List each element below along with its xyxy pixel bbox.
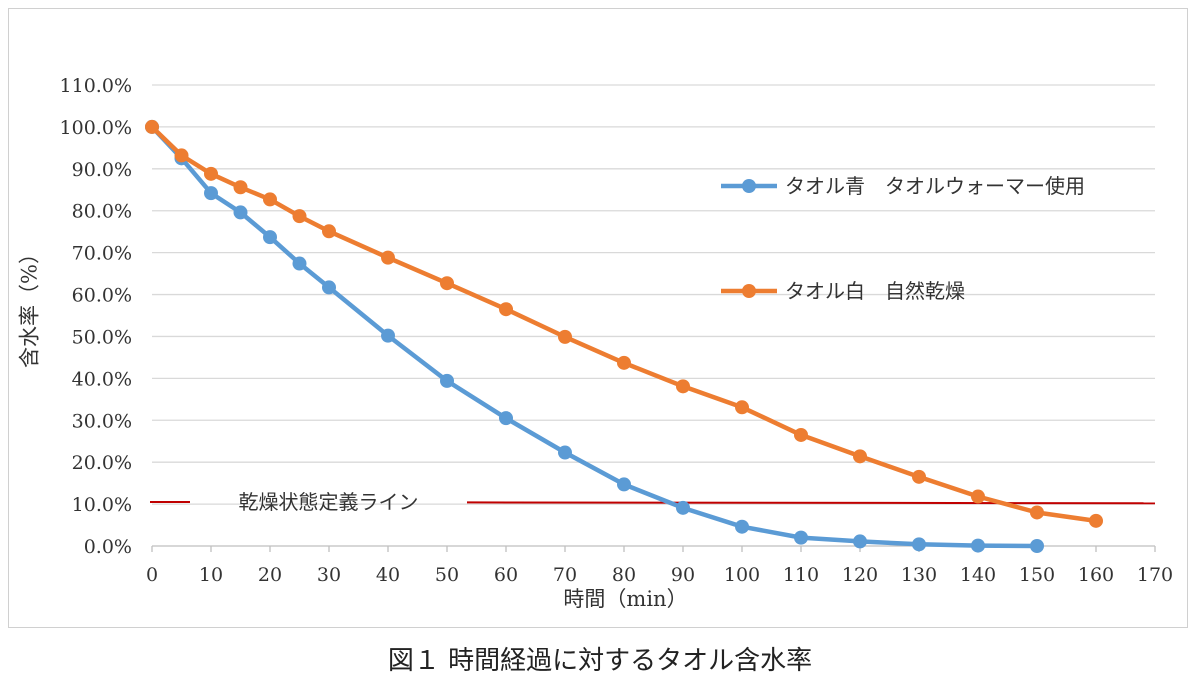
y-tick-label: 110.0% — [60, 75, 132, 97]
data-point — [440, 373, 454, 388]
y-tick-label: 90.0% — [72, 159, 132, 181]
legend-entry-1: タオル青 タオルウォーマー使用 — [721, 174, 1085, 198]
x-tick-label: 120 — [842, 564, 878, 586]
data-point — [204, 166, 218, 181]
data-point — [794, 427, 808, 442]
data-point — [381, 328, 395, 343]
y-tick-label: 60.0% — [72, 285, 132, 307]
y-axis-title: 含水率（%） — [18, 243, 42, 368]
x-tick-label: 20 — [258, 564, 282, 586]
x-tick-label: 50 — [435, 564, 459, 586]
reference-line-right — [466, 501, 1156, 505]
reference-line-label: 乾燥状態定義ライン — [239, 490, 419, 514]
data-point — [440, 276, 454, 291]
data-point — [676, 500, 690, 515]
legend-swatch-marker — [742, 284, 756, 298]
x-tick-label: 110 — [783, 564, 819, 586]
y-tick-label: 40.0% — [72, 368, 132, 390]
data-point — [499, 302, 513, 317]
data-point — [1030, 505, 1044, 520]
data-point — [971, 489, 985, 504]
data-point — [292, 256, 307, 271]
x-tick-label: 170 — [1137, 564, 1173, 586]
legend-label: タオル白 自然乾燥 — [785, 279, 965, 303]
data-point — [617, 477, 631, 492]
data-point — [853, 449, 867, 464]
x-tick-labels: 0 10 20 30 40 50 60 70 80 90 100 110 120 130 140 150 160… — [146, 564, 1173, 586]
x-tick-label: 140 — [960, 564, 996, 586]
y-tick-label: 20.0% — [72, 452, 132, 474]
data-point — [174, 148, 189, 163]
data-point — [1089, 513, 1103, 528]
reference-line-group: 乾燥状態定義ライン — [149, 490, 1156, 514]
y-tick-labels: 0.0% 10.0% 20.0% 30.0% 40.0% 50.0% 60.0% 70.0% 8… — [60, 75, 132, 558]
legend-entry-2: タオル白 自然乾燥 — [721, 279, 965, 303]
series-2 — [145, 119, 1103, 528]
y-tick-label: 50.0% — [72, 326, 132, 348]
legend-swatch-marker — [742, 179, 756, 193]
x-tick-label: 70 — [553, 564, 577, 586]
x-tick-label: 30 — [317, 564, 341, 586]
data-point — [263, 230, 277, 245]
data-point — [1030, 539, 1044, 553]
grid-layer — [152, 84, 1155, 505]
chart-frame: 0.0% 10.0% 20.0% 30.0% 40.0% 50.0% 60.0% 70.0% 8… — [8, 8, 1188, 628]
data-point — [853, 534, 867, 549]
x-tick-label: 90 — [671, 564, 695, 586]
x-axis-title: 時間（min） — [563, 587, 687, 611]
data-point — [381, 250, 395, 265]
x-tick-label: 10 — [199, 564, 223, 586]
data-point — [292, 209, 307, 224]
figure-caption: 図１ 時間経過に対するタオル含水率 — [387, 646, 813, 676]
y-tick-label: 80.0% — [72, 201, 132, 223]
data-point — [233, 180, 248, 195]
legend-label: タオル青 タオルウォーマー使用 — [785, 174, 1085, 198]
x-tick-label: 60 — [494, 564, 518, 586]
x-tick-label: 0 — [146, 564, 158, 586]
x-tick-label: 150 — [1019, 564, 1055, 586]
data-point — [971, 538, 985, 553]
data-point — [322, 280, 336, 295]
data-point — [794, 530, 808, 545]
data-point — [233, 205, 248, 220]
data-point — [617, 355, 631, 370]
data-point — [558, 445, 572, 460]
x-tick-label: 100 — [724, 564, 760, 586]
data-point — [735, 519, 749, 534]
data-point — [263, 192, 277, 207]
y-tick-label: 70.0% — [72, 243, 132, 265]
data-point — [558, 329, 572, 344]
y-tick-label: 100.0% — [60, 117, 132, 139]
series-group — [145, 119, 1103, 553]
data-point — [912, 537, 926, 552]
x-tick-label: 80 — [612, 564, 636, 586]
data-point — [499, 411, 513, 426]
chart-svg: 0.0% 10.0% 20.0% 30.0% 40.0% 50.0% 60.0% 70.0% 8… — [18, 75, 1174, 611]
x-tick-label: 40 — [376, 564, 400, 586]
y-tick-label: 30.0% — [72, 410, 132, 432]
data-point — [735, 400, 749, 415]
x-tick-label: 130 — [901, 564, 937, 586]
data-point — [322, 224, 336, 239]
x-tick-label: 160 — [1078, 564, 1114, 586]
y-tick-label: 10.0% — [72, 494, 132, 516]
data-point — [145, 119, 159, 134]
y-tick-label: 0.0% — [84, 536, 132, 558]
data-point — [676, 379, 690, 394]
data-point — [912, 469, 926, 484]
data-point — [204, 186, 218, 201]
